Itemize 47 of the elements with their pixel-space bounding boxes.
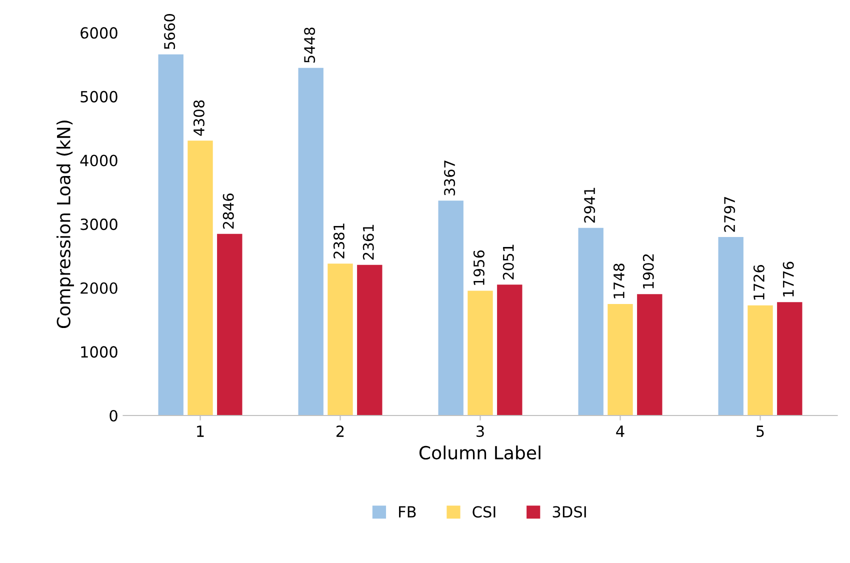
- data-label: 1726: [753, 265, 764, 300]
- bar: [188, 140, 213, 416]
- data-label: 4308: [193, 100, 204, 136]
- bar: [718, 237, 744, 416]
- y-tick-label: 0: [110, 410, 118, 422]
- data-label: 2051: [502, 244, 514, 280]
- legend-label: 3DSI: [552, 506, 586, 518]
- data-label: 2381: [333, 224, 344, 258]
- bar: [748, 305, 773, 416]
- data-label: 1776: [782, 262, 794, 296]
- x-axis-title: Column Label: [419, 446, 540, 460]
- bar: [298, 68, 324, 416]
- y-tick-label: 3000: [80, 218, 118, 230]
- data-label: 2846: [222, 194, 234, 229]
- y-tick-label: 6000: [80, 27, 118, 39]
- bar: [468, 290, 493, 416]
- data-label: 1902: [642, 254, 654, 288]
- x-tick-label: 4: [616, 426, 624, 437]
- data-label: 5660: [164, 14, 176, 50]
- bar: [328, 264, 353, 416]
- y-tick-label: 1000: [81, 346, 118, 358]
- data-label: 5448: [304, 28, 316, 63]
- bar: [438, 200, 464, 416]
- y-axis-title: Compression Load (kN): [56, 120, 74, 328]
- bar: [217, 234, 242, 416]
- y-tick-label: 4000: [80, 154, 118, 166]
- bar: [357, 264, 382, 416]
- bar: [497, 284, 522, 416]
- bar: [608, 304, 633, 416]
- data-label: 2361: [362, 224, 374, 260]
- x-tick-label: 2: [336, 425, 344, 437]
- data-label: 3367: [444, 160, 456, 196]
- y-tick-label: 2000: [80, 282, 118, 294]
- data-label: 2797: [724, 196, 736, 232]
- x-tick-label: 3: [476, 425, 484, 438]
- y-tick-label: 5000: [80, 90, 118, 102]
- x-tick-label: 5: [756, 426, 764, 438]
- data-label: 1956: [473, 250, 484, 285]
- data-label: 2941: [584, 188, 596, 223]
- x-tick-label: 1: [197, 426, 204, 437]
- data-label: 1748: [613, 264, 624, 298]
- bar: [158, 54, 184, 416]
- bar: [777, 302, 802, 416]
- bar: [578, 228, 604, 416]
- legend-label: FB: [399, 506, 416, 518]
- legend-label: CSI: [472, 506, 496, 518]
- bar: [637, 294, 662, 416]
